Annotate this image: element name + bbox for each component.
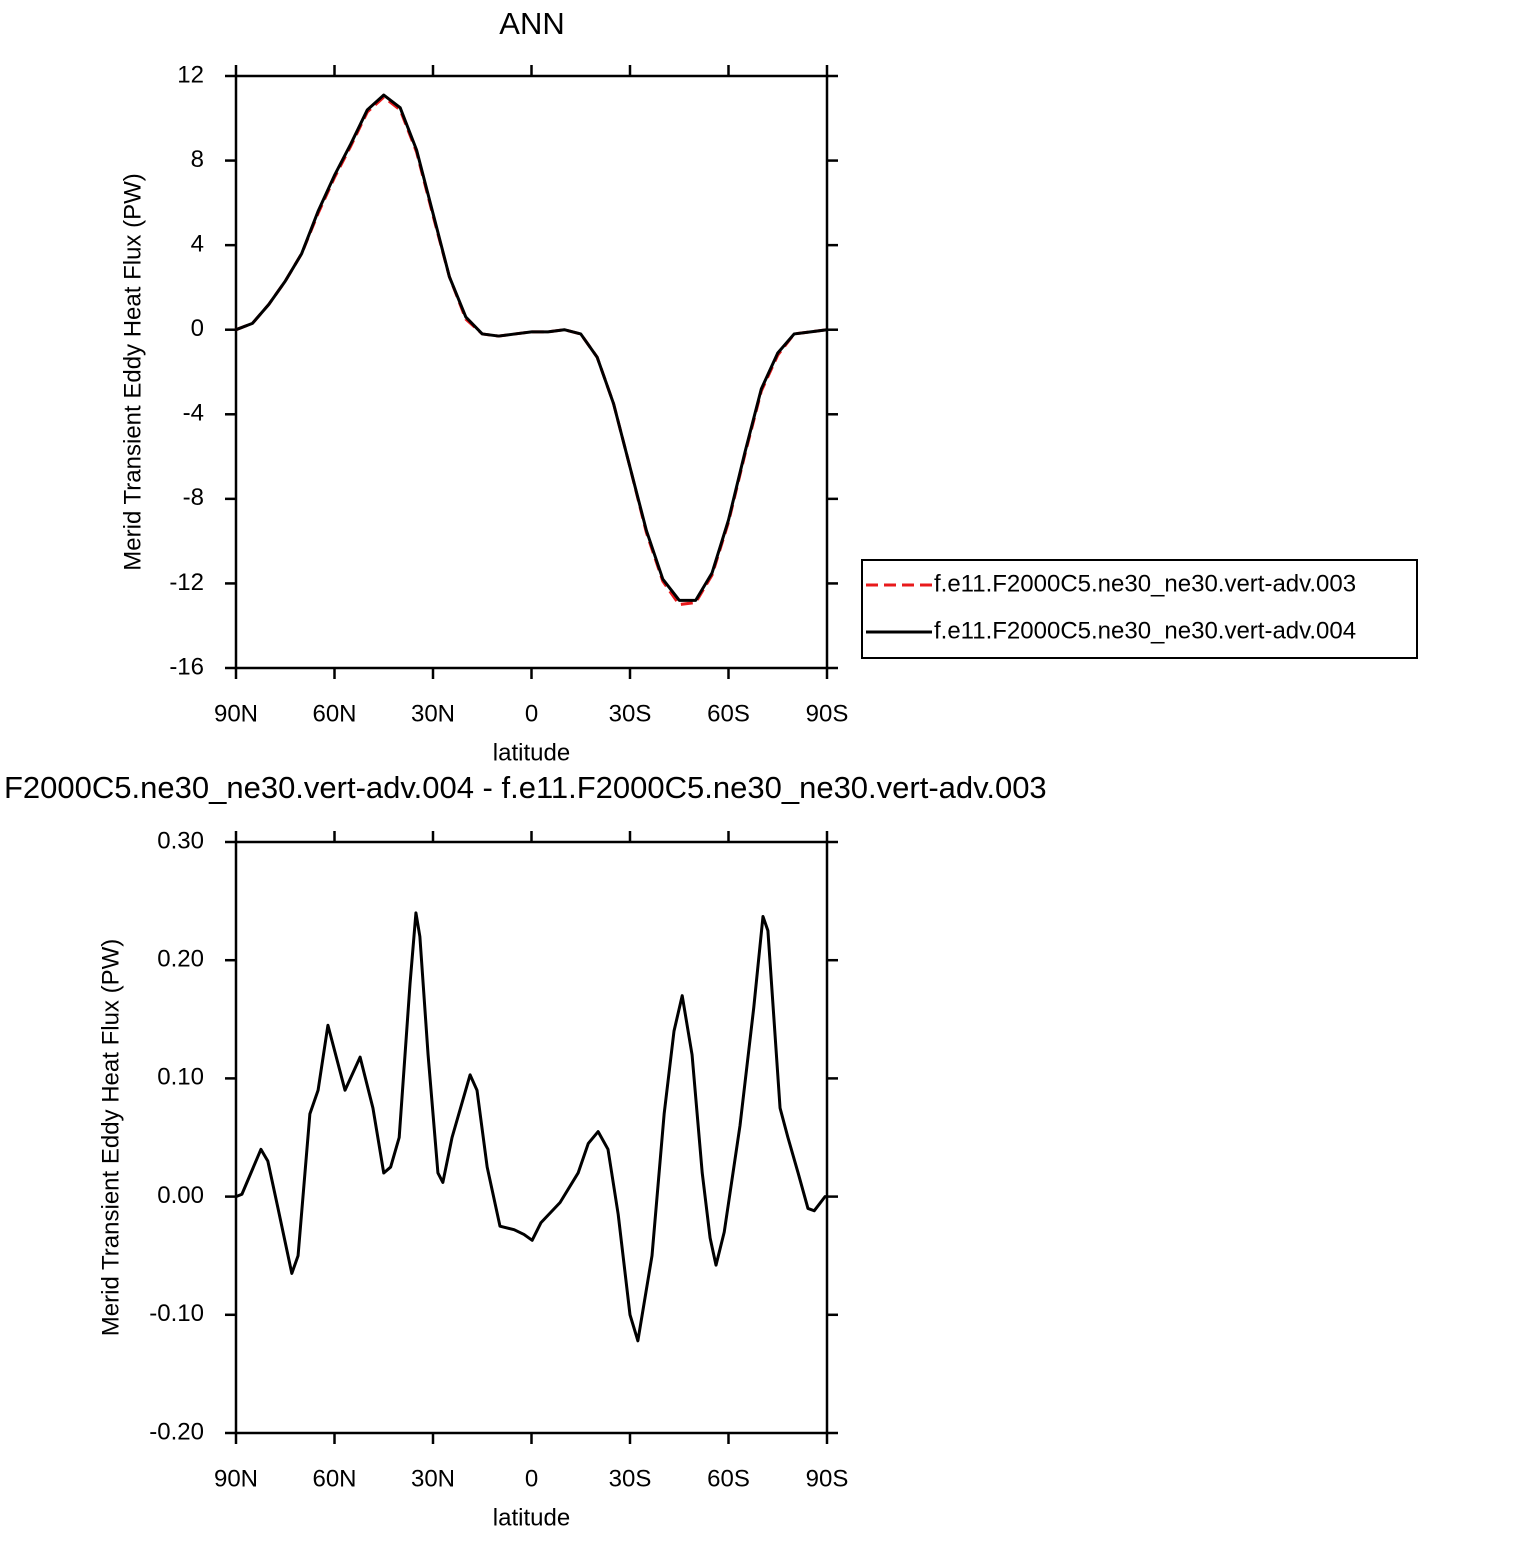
legend-box xyxy=(861,559,1418,659)
x-tick-label: 60S xyxy=(707,700,750,727)
y-tick-label: 0 xyxy=(191,315,204,342)
y-axis-label: Merid Transient Eddy Heat Flux (PW) xyxy=(119,173,146,570)
y-tick-label: -0.20 xyxy=(149,1418,204,1445)
y-tick-label: -16 xyxy=(169,653,204,680)
x-tick-label: 30N xyxy=(411,1465,455,1492)
y-tick-label: 0.10 xyxy=(157,1064,204,1091)
x-axis-label: latitude xyxy=(493,739,570,766)
x-tick-label: 90S xyxy=(806,1465,849,1492)
y-tick-label: 0.30 xyxy=(157,827,204,854)
x-tick-label: 60S xyxy=(707,1465,750,1492)
chart-title: F2000C5.ne30_ne30.vert-adv.004 - f.e11.F… xyxy=(4,770,1047,805)
y-tick-label: 0.00 xyxy=(157,1182,204,1209)
y-tick-label: 12 xyxy=(177,61,204,88)
data-line xyxy=(235,93,828,602)
y-axis-label: Merid Transient Eddy Heat Flux (PW) xyxy=(97,939,124,1336)
y-tick-label: -0.10 xyxy=(149,1300,204,1327)
y-tick-label: 4 xyxy=(191,230,204,257)
y-tick-label: -12 xyxy=(169,569,204,596)
x-axis-label: latitude xyxy=(493,1504,570,1531)
x-tick-label: 30S xyxy=(609,700,652,727)
x-tick-label: 60N xyxy=(312,700,356,727)
y-tick-label: 0.20 xyxy=(157,946,204,973)
legend-label: f.e11.F2000C5.ne30_ne30.vert-adv.004 xyxy=(934,617,1356,644)
data-line xyxy=(235,911,827,1343)
y-tick-label: -4 xyxy=(183,400,204,427)
x-tick-label: 60N xyxy=(312,1465,356,1492)
x-tick-label: 90N xyxy=(214,1465,258,1492)
plot-frame xyxy=(234,74,829,670)
x-tick-label: 0 xyxy=(525,1465,538,1492)
x-tick-label: 90S xyxy=(806,700,849,727)
y-tick-label: 8 xyxy=(191,146,204,173)
legend-label: f.e11.F2000C5.ne30_ne30.vert-adv.003 xyxy=(934,570,1356,597)
x-tick-label: 90N xyxy=(214,700,258,727)
y-tick-label: -8 xyxy=(183,484,204,511)
x-tick-label: 30N xyxy=(411,700,455,727)
data-line xyxy=(235,95,828,607)
chart-title: ANN xyxy=(499,6,564,41)
x-tick-label: 0 xyxy=(525,700,538,727)
x-tick-label: 30S xyxy=(609,1465,652,1492)
